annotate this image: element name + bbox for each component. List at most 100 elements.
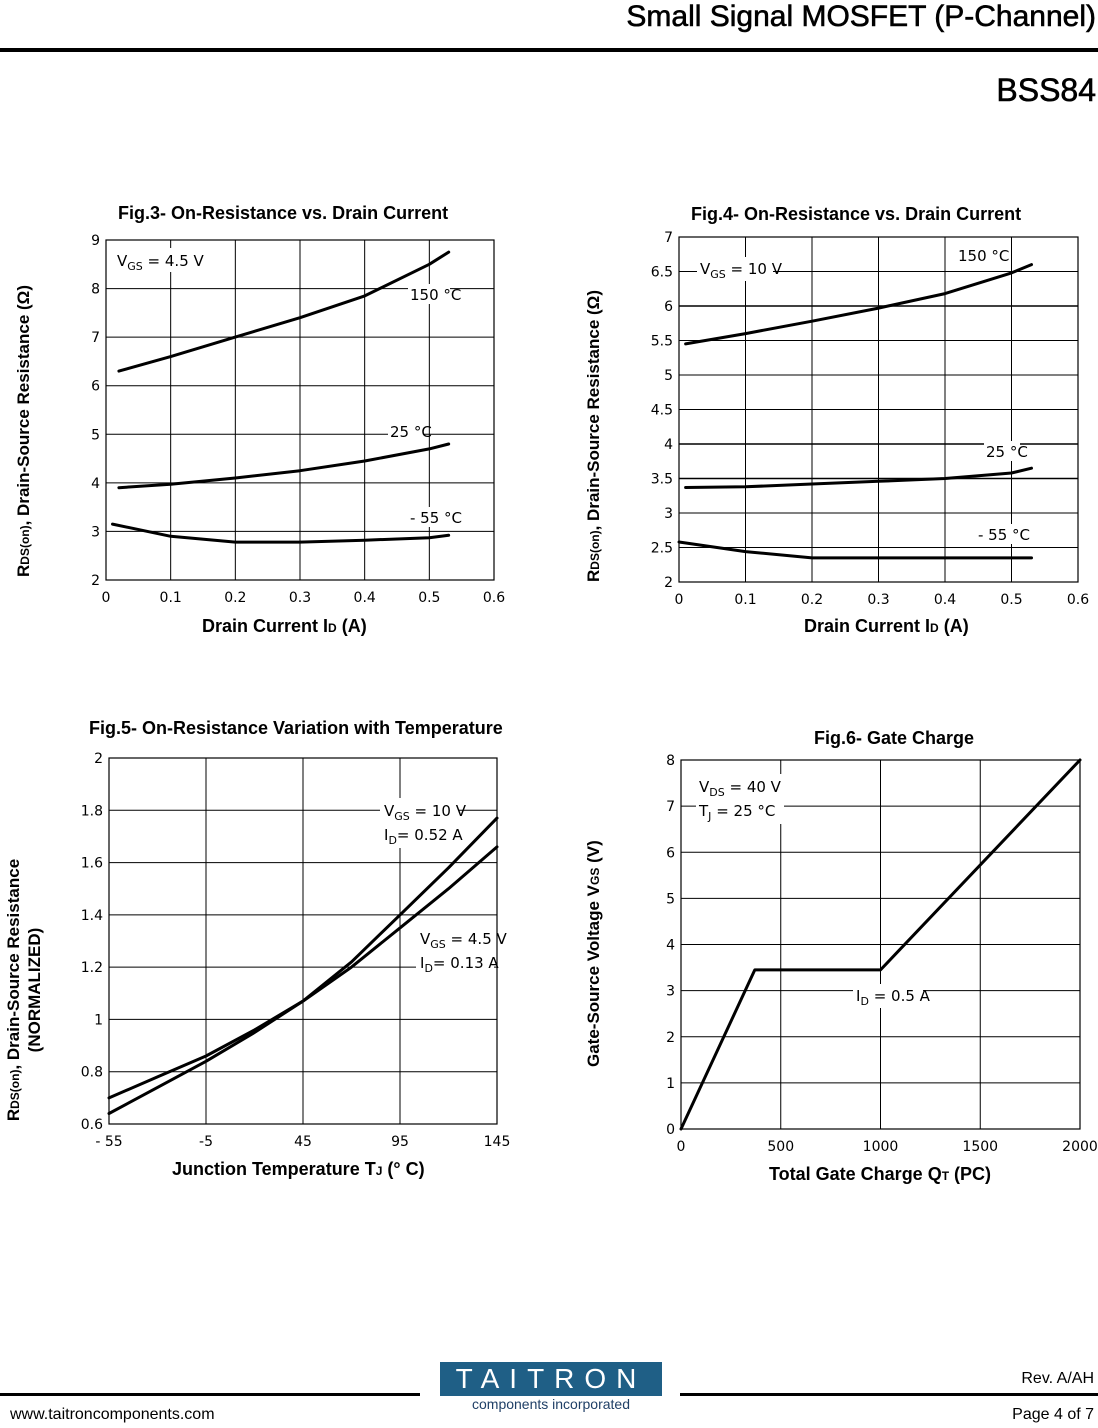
figure-6: Fig.6- Gate Charge 0 500 1000 1500 2000 0 1 2 3 4…: [584, 728, 1098, 1184]
x-tick-label: 95: [391, 1134, 409, 1150]
header-rule: [0, 48, 1098, 52]
y-tick-label: 5: [91, 427, 100, 443]
plot-frame: [680, 759, 1081, 1130]
figure-5: Fig.5- On-Resistance Variation with Temp…: [0, 0, 560, 1200]
y-tick-label: 3: [91, 524, 100, 540]
y-tick-label: 6: [664, 299, 673, 315]
x-tick-label: 500: [767, 1139, 794, 1155]
x-tick-label: 1000: [863, 1139, 899, 1155]
x-tick-label: 0: [675, 592, 684, 608]
series-label-bg: [955, 245, 999, 265]
plot-frame: [108, 757, 498, 1125]
y-tick-label: 1: [666, 1076, 675, 1092]
y-tick-label: 2: [94, 751, 103, 767]
x-tick-label: 0.2: [224, 590, 246, 606]
x-tick-label: 0.5: [1000, 592, 1022, 608]
figure-4: Fig.4- On-Resistance vs. Drain Current 0…: [0, 0, 1098, 650]
series-label: ID= 0.52 A: [384, 826, 463, 847]
x-axis-label: Junction Temperature TJ (° C): [172, 1159, 425, 1179]
series-line: [111, 522, 451, 544]
x-tick-label: 0.3: [867, 592, 889, 608]
y-tick-label: 1: [94, 1012, 103, 1028]
y-tick-label: 2.5: [651, 541, 673, 557]
x-tick-label: 145: [484, 1134, 511, 1150]
series-label-bg: [408, 507, 450, 527]
logo-tagline: components incorporated: [472, 1396, 630, 1412]
page-number: Page 4 of 7: [1012, 1406, 1094, 1423]
series-label-bg: [984, 441, 1020, 461]
condition-label-bg: [696, 774, 784, 824]
series-label-bg: [408, 284, 450, 304]
series-label: 25 °C: [390, 423, 432, 441]
series-label: - 55 °C: [978, 526, 1030, 544]
y-axis-label: Gate-Source Voltage VGS (V): [584, 840, 603, 1067]
chart-6-plot: 0 500 1000 1500 2000 0 1 2 3 4 5 6 7 8 VDS = 40 V TJ = …: [666, 753, 1098, 1155]
condition-label: VGS = 10 V: [700, 260, 783, 281]
chart-title: Fig.5- On-Resistance Variation with Temp…: [89, 718, 503, 738]
x-tick-label: 0.1: [160, 590, 182, 606]
x-tick-label: 2000: [1062, 1139, 1098, 1155]
condition-label-bg: [114, 248, 194, 272]
series-label-bg: [380, 798, 458, 848]
x-tick-label: 0.6: [483, 590, 505, 606]
chart-title: Fig.3- On-Resistance vs. Drain Current: [118, 203, 449, 223]
series-label: ID = 0.5 A: [856, 987, 931, 1008]
chart-title: Fig.6- Gate Charge: [814, 728, 975, 748]
logo-wordmark: TAITRON: [440, 1362, 662, 1396]
y-tick-label: 5: [664, 368, 673, 384]
x-axis-label: Total Gate Charge QT (PC): [769, 1164, 992, 1184]
y-tick-label: 9: [91, 233, 100, 249]
y-tick-label: 2: [666, 1030, 675, 1046]
footer-rule-left: [0, 1393, 420, 1396]
series-line: [107, 845, 499, 1100]
x-tick-label: - 55: [95, 1134, 122, 1150]
y-tick-label: 8: [91, 282, 100, 298]
condition-label: VGS = 4.5 V: [117, 252, 205, 273]
figure-3: Fig.3- On-Resistance vs. Drain Current 0…: [0, 0, 549, 650]
x-tick-label: 45: [294, 1134, 312, 1150]
y-tick-label: 4.5: [651, 403, 673, 419]
chart-4-plot: 0 0.1 0.2 0.3 0.4 0.5 0.6 2 2.5 3 3.5 4 4.5 5 5.5 6 6.5 7…: [651, 230, 1089, 608]
y-tick-label: 6: [91, 379, 100, 395]
website-link[interactable]: www.taitroncomponents.com: [10, 1406, 215, 1423]
y-tick-label: 1.8: [81, 803, 103, 819]
x-tick-label: 1500: [962, 1139, 998, 1155]
series-label-bg: [853, 984, 923, 1008]
y-tick-label: 5.5: [651, 334, 673, 350]
series-label: VGS = 10 V: [384, 802, 467, 823]
series-label: 150 °C: [410, 286, 461, 304]
series-line: [117, 442, 451, 490]
plot-frame: [678, 236, 1079, 583]
series-label-bg: [416, 926, 494, 976]
y-tick-label: 7: [664, 230, 673, 246]
y-tick-label: 7: [91, 330, 100, 346]
x-tick-label: -5: [199, 1134, 213, 1150]
series-line: [684, 466, 1033, 489]
condition-label-bg: [697, 257, 773, 281]
y-tick-label: 1.6: [81, 856, 103, 872]
page-title: Small Signal MOSFET (P-Channel): [626, 0, 1096, 33]
y-tick-label: 1.4: [81, 908, 103, 924]
series-label: VGS = 4.5 V: [420, 930, 508, 951]
series-line: [679, 758, 1082, 1131]
y-tick-label: 1.2: [81, 960, 103, 976]
x-axis-label: Drain Current ID (A): [804, 616, 969, 636]
y-tick-label: 3.5: [651, 472, 673, 488]
series-label: 150 °C: [958, 247, 1009, 265]
y-tick-label: 5: [666, 891, 675, 907]
taitron-logo: TAITRON components incorporated: [440, 1362, 662, 1412]
x-tick-label: 0.1: [734, 592, 756, 608]
series-label-bg: [388, 421, 424, 441]
y-tick-label: 0.8: [81, 1065, 103, 1081]
revision-label: Rev. A/AH: [1021, 1370, 1094, 1387]
x-tick-label: 0.5: [418, 590, 440, 606]
part-number: BSS84: [996, 72, 1096, 109]
y-tick-label: 4: [91, 476, 100, 492]
chart-5-plot: - 55 -5 45 95 145 0.6 0.8 1 1.2 1.4 1.6 1.8 2 VGS = 1…: [81, 751, 511, 1150]
series-line: [677, 540, 1033, 560]
series-line: [117, 250, 451, 373]
series-label-bg: [976, 524, 1020, 544]
x-tick-label: 0.3: [289, 590, 311, 606]
series-label: 25 °C: [986, 443, 1028, 461]
y-tick-label: 2: [664, 575, 673, 591]
